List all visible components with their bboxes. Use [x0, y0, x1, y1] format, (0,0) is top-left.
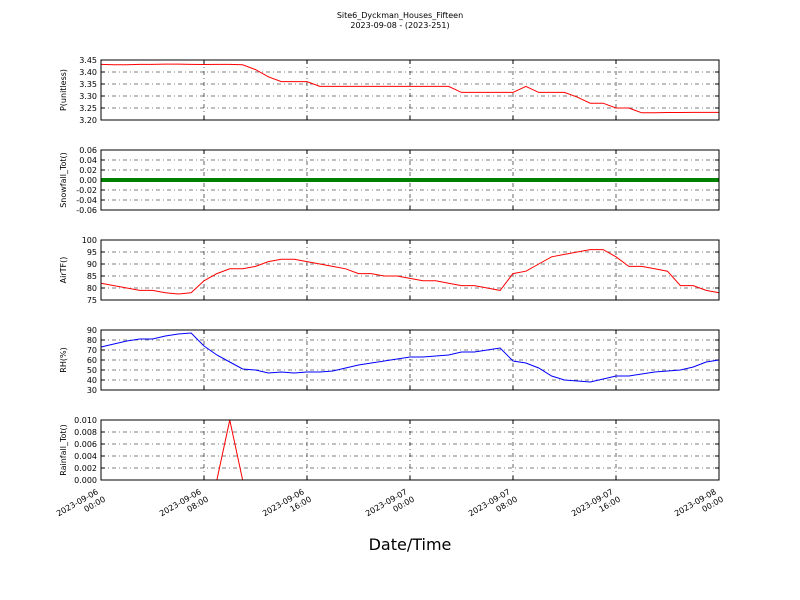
- y-tick-label: -0.06: [76, 206, 97, 215]
- y-tick-label: 0.000: [74, 476, 97, 485]
- y-tick-label: 90: [87, 326, 97, 335]
- data-line: [100, 249, 720, 295]
- y-tick-label: -0.02: [76, 186, 97, 195]
- x-axis-label: Date/Time: [369, 535, 452, 554]
- x-tick-label: 2023-09-06 00:00: [55, 486, 107, 527]
- plot-frame: [100, 59, 720, 121]
- plot-frame: [100, 329, 720, 391]
- x-tick-label: 2023-09-08 00:00: [673, 486, 725, 527]
- y-tick-label: 85: [87, 272, 97, 281]
- y-tick-label: 30: [87, 386, 97, 395]
- y-tick-label: 70: [87, 346, 97, 355]
- y-tick-label: 0.002: [74, 464, 97, 473]
- y-tick-label: 80: [87, 336, 97, 345]
- y-tick-label: 75: [87, 296, 97, 305]
- y-tick-label: 0.010: [74, 416, 97, 425]
- y-tick-label: 80: [87, 284, 97, 293]
- y-tick-label: 3.40: [79, 68, 97, 77]
- y-tick-label: 0.008: [74, 428, 97, 437]
- y-tick-label: 100: [82, 236, 97, 245]
- y-axis-label: Rainfall_Tot(): [59, 424, 68, 476]
- plot-frame: [100, 419, 720, 481]
- data-line: [100, 63, 719, 114]
- y-tick-label: 0.04: [79, 156, 97, 165]
- y-tick-label: 60: [87, 356, 97, 365]
- x-tick-label: 2023-09-06 08:00: [158, 486, 210, 527]
- y-tick-label: 95: [87, 248, 97, 257]
- x-tick-label: 2023-09-06 16:00: [261, 486, 313, 527]
- chart-subtitle: 2023-09-08 - (2023-251): [350, 21, 449, 30]
- y-tick-label: 0.004: [74, 452, 97, 461]
- y-tick-label: 40: [87, 376, 97, 385]
- y-tick-label: 0.006: [74, 440, 97, 449]
- y-tick-label: 50: [87, 366, 97, 375]
- y-tick-label: 3.25: [79, 104, 97, 113]
- y-tick-label: 3.45: [79, 56, 97, 65]
- y-axis-label: Snowfall_Tot(): [59, 152, 68, 208]
- plot-frame: [100, 239, 720, 301]
- x-tick-label: 2023-09-07 08:00: [467, 486, 519, 527]
- plot-frame: [100, 149, 720, 211]
- y-tick-label: 3.30: [79, 92, 97, 101]
- y-axis-label: P(unitless): [59, 69, 68, 111]
- y-tick-label: 0.00: [79, 176, 97, 185]
- x-tick-label: 2023-09-07 16:00: [570, 486, 622, 527]
- y-tick-label: 3.35: [79, 80, 97, 89]
- y-tick-label: 3.20: [79, 116, 97, 125]
- y-axis-label: AirTF(): [59, 257, 68, 284]
- y-axis-label: RH(%): [59, 347, 68, 372]
- x-tick-label: 2023-09-07 00:00: [364, 486, 416, 527]
- y-tick-label: 0.02: [79, 166, 97, 175]
- y-tick-label: 90: [87, 260, 97, 269]
- y-tick-label: -0.04: [76, 196, 97, 205]
- y-tick-label: 0.06: [79, 146, 97, 155]
- chart-title: Site6_Dyckman_Houses_Fifteen: [337, 11, 463, 20]
- data-line: [100, 332, 720, 383]
